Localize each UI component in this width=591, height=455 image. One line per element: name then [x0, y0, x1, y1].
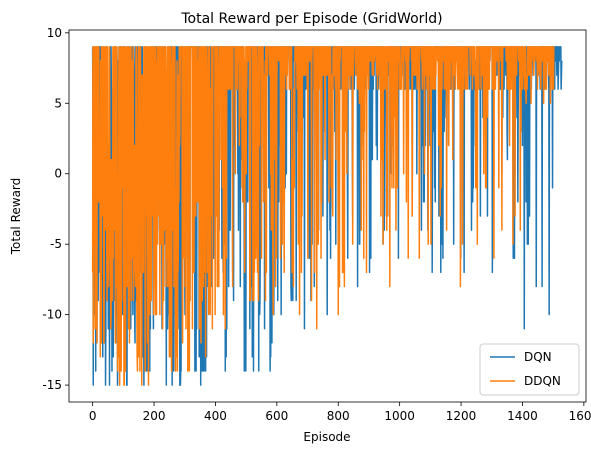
x-tick-label: 1400	[507, 409, 538, 423]
y-tick-label: 0	[54, 167, 62, 181]
x-tick-label: 1600	[569, 409, 591, 423]
x-tick-label: 200	[143, 409, 166, 423]
y-tick-label: -15	[42, 378, 62, 392]
y-tick-label: 5	[54, 96, 62, 110]
x-tick-label: 1000	[384, 409, 415, 423]
series-line-ddqn	[91, 46, 555, 386]
y-axis: -15 -10 -5 0 5 10	[42, 26, 69, 392]
chart-title: Total Reward per Episode (GridWorld)	[180, 11, 442, 27]
series-layer	[91, 46, 563, 386]
y-axis-label: Total Reward	[9, 178, 23, 256]
y-tick-label: -10	[42, 308, 62, 322]
y-tick-label: 10	[47, 26, 62, 40]
legend-label-ddqn: DDQN	[524, 374, 561, 388]
plot-area	[68, 29, 587, 403]
x-axis-label: Episode	[303, 430, 350, 444]
legend: DQN DDQN	[479, 343, 580, 396]
x-axis: 0 200 400 600 800 1000 1200 1400 1600	[89, 402, 591, 423]
legend-label-dqn: DQN	[524, 350, 552, 364]
x-tick-label: 400	[204, 409, 227, 423]
x-tick-label: 0	[89, 409, 97, 423]
y-tick-label: -5	[50, 237, 62, 251]
plot-frame	[68, 29, 587, 403]
x-tick-label: 1200	[446, 409, 477, 423]
x-tick-label: 800	[327, 409, 350, 423]
x-tick-label: 600	[265, 409, 288, 423]
